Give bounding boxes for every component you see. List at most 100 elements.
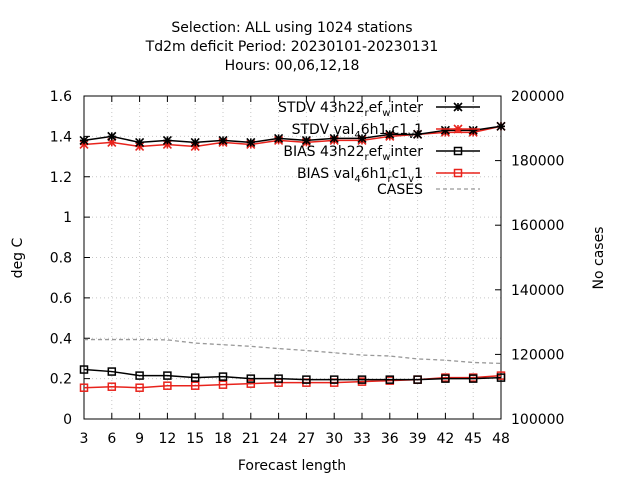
x-tick-label: 3 bbox=[80, 431, 89, 447]
legend-entry: BIAS 43h22refwinter bbox=[283, 144, 480, 163]
data-point bbox=[468, 374, 478, 383]
data-point bbox=[162, 135, 172, 145]
series-line bbox=[84, 338, 502, 365]
x-axis-label: Forecast length bbox=[238, 458, 346, 474]
data-point bbox=[218, 380, 228, 389]
data-point bbox=[246, 379, 256, 388]
data-point bbox=[246, 137, 256, 147]
series-line bbox=[83, 125, 502, 144]
y-tick-label: 1.2 bbox=[50, 170, 72, 186]
data-point bbox=[190, 381, 200, 390]
x-tick-label: 21 bbox=[242, 431, 260, 447]
legend-label: BIAS val46h1rc1v1 bbox=[297, 166, 423, 185]
data-point bbox=[329, 375, 339, 384]
y2-tick-label: 100000 bbox=[511, 412, 564, 428]
y2-tick-label: 200000 bbox=[511, 89, 564, 105]
data-point bbox=[385, 375, 395, 384]
y2-tick-label: 180000 bbox=[511, 154, 564, 170]
x-axis-ticks: 3 6 9 12 15 18 21 24 27 30 33 36 39 42 45 48 bbox=[80, 96, 510, 447]
x-tick-label: 18 bbox=[214, 431, 232, 447]
data-point bbox=[190, 141, 200, 152]
data-point bbox=[496, 373, 506, 382]
legend-marker bbox=[453, 124, 463, 134]
series-line bbox=[83, 374, 502, 389]
data-point bbox=[107, 382, 117, 391]
legend-marker bbox=[453, 102, 463, 112]
series-4 bbox=[84, 338, 502, 365]
series-layer bbox=[79, 121, 506, 392]
data-point bbox=[107, 137, 117, 147]
data-point bbox=[496, 121, 506, 131]
data-point bbox=[357, 375, 367, 384]
data-point bbox=[413, 375, 422, 384]
y-tick-label: 0.2 bbox=[50, 372, 72, 388]
data-point bbox=[135, 371, 144, 380]
title-line-2: Td2m deficit Period: 20230101-20230131 bbox=[145, 39, 439, 55]
y2-axis-label: No cases bbox=[591, 227, 607, 290]
x-tick-label: 24 bbox=[270, 431, 288, 447]
y-tick-label: 0.4 bbox=[50, 331, 72, 347]
y-axis-ticks: 0 0.2 0.4 0.6 0.8 1 1.2 1.4 1.6 bbox=[50, 89, 90, 428]
title-line-1: Selection: ALL using 1024 stations bbox=[171, 20, 412, 36]
title-line-3: Hours: 00,06,12,18 bbox=[225, 58, 360, 74]
data-point bbox=[79, 383, 89, 392]
x-tick-label: 12 bbox=[158, 431, 176, 447]
x-tick-label: 39 bbox=[409, 431, 427, 447]
x-tick-label: 48 bbox=[492, 431, 510, 447]
data-point bbox=[107, 367, 117, 376]
data-point bbox=[329, 133, 339, 143]
data-point bbox=[440, 125, 450, 135]
series-0 bbox=[79, 121, 506, 147]
series-line bbox=[83, 125, 502, 148]
x-tick-label: 42 bbox=[436, 431, 454, 447]
legend-entry: BIAS val46h1rc1v1 bbox=[297, 166, 480, 185]
data-point bbox=[135, 383, 144, 392]
data-point bbox=[301, 135, 311, 145]
data-point bbox=[302, 375, 311, 384]
data-point bbox=[163, 371, 172, 380]
x-tick-label: 30 bbox=[325, 431, 343, 447]
x-tick-label: 36 bbox=[381, 431, 399, 447]
data-point bbox=[274, 374, 283, 383]
data-point bbox=[274, 133, 284, 143]
legend-entry: STDV val46h1rc1v1 bbox=[292, 122, 480, 141]
legend-marker bbox=[453, 146, 463, 156]
y-tick-label: 0.8 bbox=[50, 251, 72, 267]
legend-entry: STDV 43h22refwinter bbox=[278, 100, 480, 119]
y2-tick-label: 120000 bbox=[511, 347, 564, 363]
data-point bbox=[246, 374, 256, 383]
legend-label: STDV val46h1rc1v1 bbox=[292, 122, 423, 141]
y-tick-label: 0.6 bbox=[50, 291, 72, 307]
x-tick-label: 6 bbox=[107, 431, 116, 447]
x-tick-label: 27 bbox=[297, 431, 315, 447]
y2-tick-label: 140000 bbox=[511, 283, 564, 299]
y-tick-label: 1.6 bbox=[50, 89, 72, 105]
y2-tick-label: 160000 bbox=[511, 218, 564, 234]
y-tick-label: 0 bbox=[63, 412, 72, 428]
legend-marker bbox=[453, 168, 463, 178]
data-point bbox=[79, 135, 89, 145]
data-point bbox=[385, 129, 395, 139]
data-point bbox=[162, 139, 172, 150]
series-2 bbox=[79, 365, 506, 384]
x-tick-label: 9 bbox=[135, 431, 144, 447]
data-point bbox=[413, 129, 423, 139]
x-tick-label: 15 bbox=[186, 431, 204, 447]
x-tick-label: 45 bbox=[464, 431, 482, 447]
data-point bbox=[468, 125, 478, 135]
data-point bbox=[190, 137, 200, 147]
legend-label: CASES bbox=[377, 182, 423, 198]
data-point bbox=[107, 131, 117, 141]
y-tick-label: 1.4 bbox=[50, 129, 72, 145]
legend: STDV 43h22refwinter STDV val46h1rc1v1 BIAS… bbox=[278, 100, 480, 198]
data-point bbox=[441, 374, 450, 383]
y-axis-label: deg C bbox=[10, 237, 26, 278]
data-point bbox=[135, 141, 145, 152]
data-point bbox=[135, 137, 145, 147]
data-point bbox=[218, 135, 228, 145]
y-tick-label: 1 bbox=[63, 210, 72, 226]
data-point bbox=[79, 139, 89, 150]
data-point bbox=[218, 372, 228, 381]
data-point bbox=[357, 133, 367, 143]
